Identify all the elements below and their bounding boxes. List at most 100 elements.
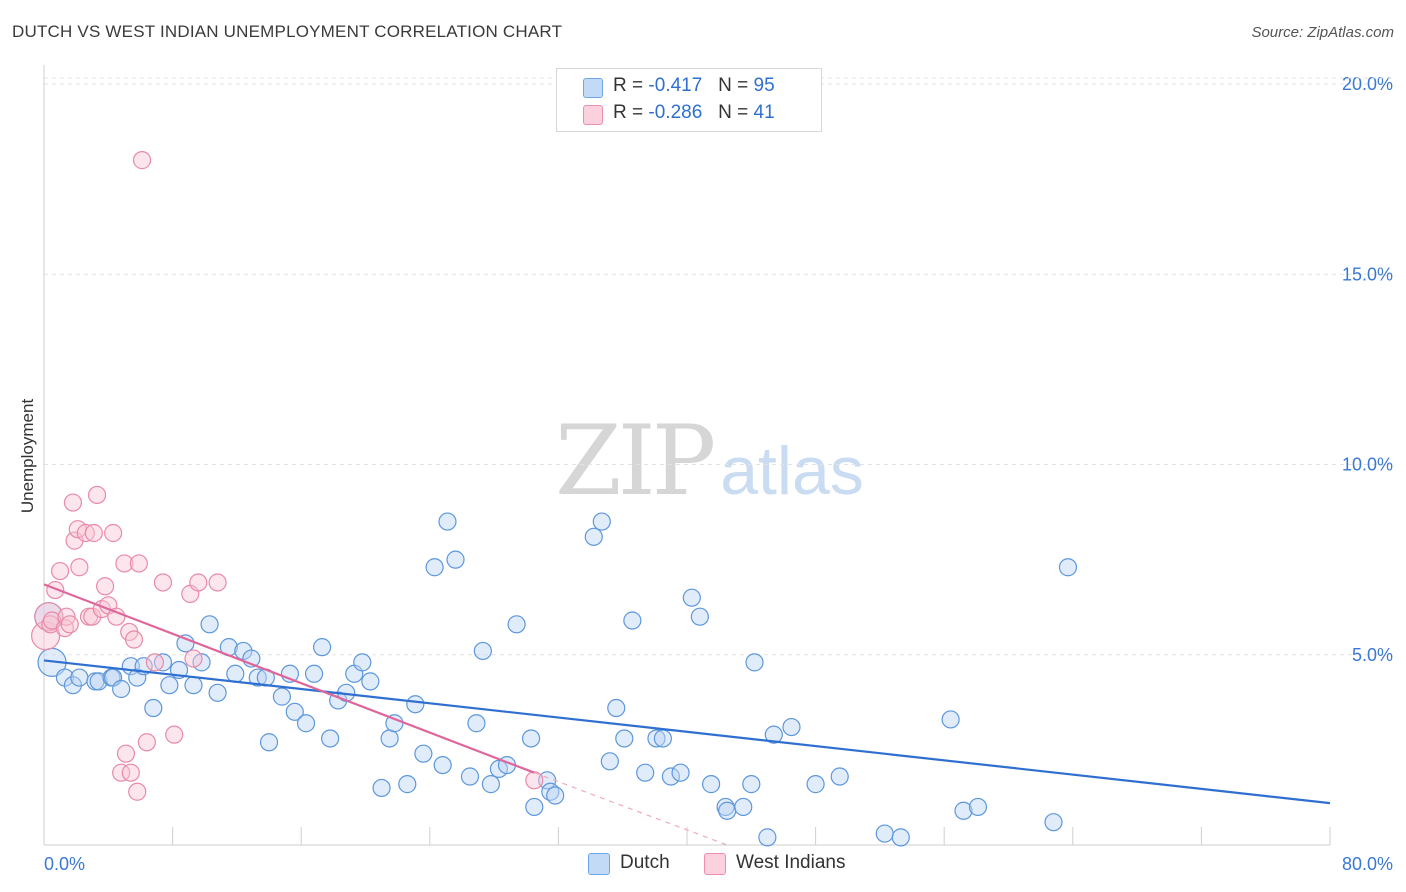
- correlation-legend: R = -0.417 N = 95 R = -0.286 N = 41: [556, 68, 822, 132]
- west-indians-point: [70, 558, 89, 577]
- chart-title: DUTCH VS WEST INDIAN UNEMPLOYMENT CORREL…: [12, 22, 563, 41]
- dutch-point: [446, 550, 465, 569]
- legend-n-label: N =: [718, 102, 749, 123]
- west-indians-point: [112, 763, 131, 782]
- legend-r-label: R =: [613, 102, 644, 123]
- dutch-point: [312, 638, 332, 657]
- dutch-point: [160, 676, 179, 695]
- dutch-point: [1044, 813, 1063, 832]
- dutch-point: [742, 775, 761, 794]
- dutch-point: [758, 828, 777, 847]
- west-indians-point: [83, 607, 102, 626]
- west-indians-point: [50, 561, 70, 581]
- y-tick-label: 20.0%: [1342, 74, 1393, 94]
- west-indians-point: [95, 577, 115, 596]
- dutch-point: [647, 729, 666, 748]
- west-indians-point: [107, 607, 126, 626]
- dutch-point: [690, 607, 709, 626]
- legend-n-label: N =: [718, 75, 749, 96]
- west-indians-point: [145, 653, 165, 672]
- dutch-point: [259, 733, 279, 752]
- legend-swatch-dutch: [583, 78, 603, 98]
- bottom-legend-swatch-west-indians: [704, 853, 726, 875]
- west-indians-point: [121, 763, 140, 782]
- dutch-point: [546, 786, 565, 805]
- west-indians-point: [129, 554, 148, 573]
- west-indians-point: [137, 733, 156, 752]
- y-tick-label: 15.0%: [1342, 264, 1393, 284]
- dutch-point: [425, 558, 444, 577]
- dutch-point: [467, 714, 486, 733]
- west-indians-point: [60, 615, 79, 634]
- dutch-point: [361, 672, 380, 691]
- dutch-point: [954, 801, 973, 820]
- dutch-point: [460, 767, 480, 786]
- dutch-point: [600, 752, 619, 771]
- dutch-point: [112, 679, 131, 699]
- dutch-point: [734, 797, 753, 817]
- legend-r-value: -0.417: [648, 75, 703, 96]
- dutch-point: [592, 512, 611, 531]
- dutch-point: [968, 797, 988, 817]
- west-indians-point: [87, 485, 107, 505]
- dutch-point: [176, 634, 195, 653]
- watermark-atlas: atlas: [720, 433, 864, 509]
- bottom-legend-label-west-indians: West Indians: [736, 852, 846, 873]
- west-indians-point: [63, 493, 83, 512]
- x-tick-label-max: 80.0%: [1342, 854, 1393, 874]
- west-indians-point: [115, 554, 134, 573]
- dutch-point: [285, 702, 304, 721]
- west-indians-point: [84, 523, 103, 543]
- dutch-point: [304, 664, 324, 683]
- dutch-point: [525, 797, 544, 817]
- dutch-point: [682, 588, 701, 607]
- dutch-point: [473, 641, 492, 661]
- bottom-legend-swatch-dutch: [588, 853, 610, 875]
- dutch-trend-line: [43, 659, 1331, 805]
- dutch-point: [433, 755, 452, 775]
- dutch-point: [521, 729, 541, 748]
- dutch-point: [380, 729, 399, 748]
- source-label: Source: ZipAtlas.com: [1251, 24, 1394, 41]
- dutch-point: [782, 717, 801, 737]
- legend-r-label: R =: [613, 75, 644, 96]
- dutch-point: [208, 683, 227, 702]
- west-indians-point: [128, 782, 147, 801]
- dutch-point: [623, 611, 642, 630]
- dutch-point: [584, 527, 603, 546]
- dutch-point: [200, 615, 219, 634]
- dutch-point: [438, 512, 457, 531]
- dutch-point: [745, 653, 764, 672]
- west-indians-point: [165, 725, 184, 744]
- y-tick-label: 10.0%: [1342, 455, 1393, 475]
- west-indians-point: [153, 573, 173, 592]
- west-indians-point: [124, 630, 144, 649]
- dutch-point: [671, 763, 690, 782]
- dutch-point: [653, 729, 672, 748]
- dutch-point: [615, 729, 634, 748]
- west-indians-point: [208, 573, 227, 592]
- dutch-point: [702, 775, 721, 794]
- bottom-legend-label-dutch: Dutch: [620, 852, 670, 873]
- legend-swatch-west-indians: [583, 105, 603, 125]
- west-indians-point: [189, 573, 208, 592]
- west-indians-point: [104, 523, 123, 543]
- dutch-point: [1058, 558, 1078, 577]
- dutch-point: [63, 676, 83, 695]
- dutch-point: [321, 729, 340, 748]
- legend-n-value: 95: [753, 75, 775, 96]
- dutch-point: [398, 775, 417, 794]
- watermark-zip: ZIP: [555, 405, 716, 517]
- y-tick-label: 5.0%: [1352, 645, 1393, 665]
- dutch-point: [830, 767, 849, 786]
- dutch-point: [806, 775, 825, 794]
- west-indians-point: [116, 744, 136, 763]
- dutch-point: [70, 668, 89, 687]
- west-indians-point: [525, 771, 544, 790]
- dutch-point: [718, 801, 737, 820]
- west-indians-point: [46, 580, 65, 600]
- dutch-point: [507, 615, 526, 634]
- dutch-point: [875, 824, 894, 843]
- dutch-point: [661, 767, 681, 786]
